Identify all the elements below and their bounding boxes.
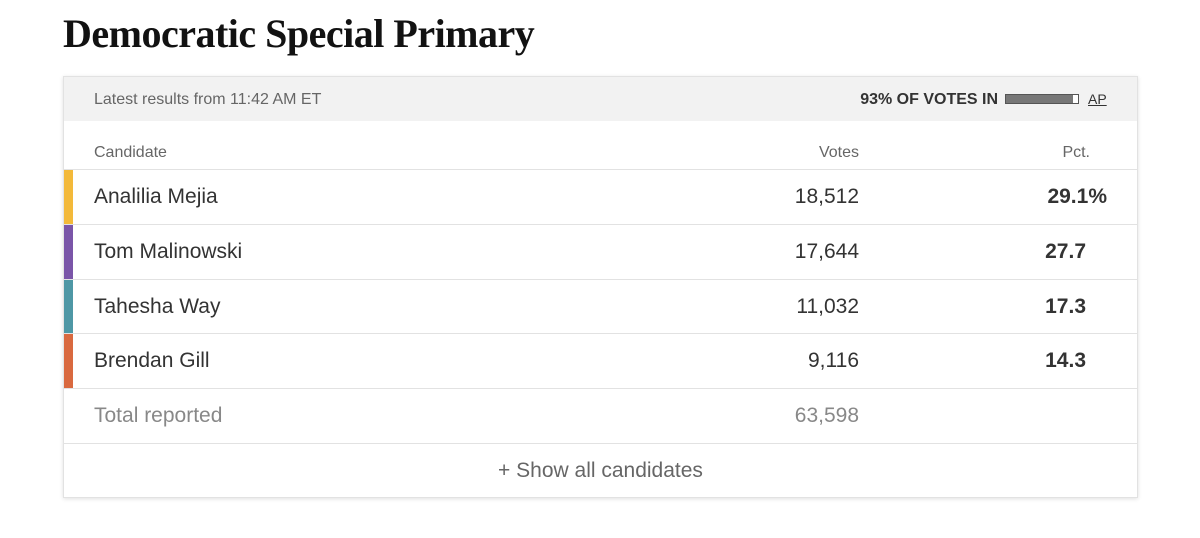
updated: Latest results from 11:42 AM ET (94, 91, 322, 108)
candidate-row: Brendan Gill 9,116 14.3 (64, 333, 1137, 389)
show-all[interactable]: + Show all candidates (64, 443, 1137, 498)
candidate-name: Tahesha Way (94, 294, 221, 318)
votes: 11,032 (796, 294, 859, 318)
title: Democratic Special Primary (63, 11, 535, 56)
pct: 14.3 (1045, 349, 1086, 373)
col-header: Candidate (94, 144, 167, 161)
status-bar (64, 77, 1137, 121)
candidate-name: Tom Malinowski (94, 239, 243, 263)
votes: 9,116 (808, 349, 859, 373)
party-stripe (64, 334, 73, 389)
col-header: Pct. (1062, 144, 1090, 161)
votes: 17,644 (794, 239, 859, 263)
party-stripe (64, 224, 73, 279)
total-label: Total reported (94, 404, 223, 427)
party-stripe (64, 279, 73, 334)
show-all-label[interactable]: + Show all candidates (498, 459, 703, 482)
reporting-fill (1006, 95, 1073, 103)
pct: 29.1% (1047, 185, 1107, 208)
party-stripe (64, 170, 73, 224)
votes: 18,512 (794, 185, 859, 208)
candidate-row: Tom Malinowski 17,644 27.7 (64, 223, 1137, 279)
candidate-name: Analilia Mejia (94, 185, 218, 208)
total-row: Total reported 63,598 (64, 388, 1137, 443)
candidate-row: Analilia Mejia 18,512 29.1% (64, 169, 1137, 224)
candidate-row: Tahesha Way 11,032 17.3 (64, 278, 1137, 334)
candidate-name: Brendan Gill (94, 349, 210, 373)
col-header: Votes (818, 144, 859, 161)
results-box (63, 76, 1138, 498)
source[interactable]: AP (1088, 91, 1107, 107)
reporting-bar (1005, 94, 1079, 104)
pct: 17.3 (1045, 294, 1086, 318)
reporting: 93% OF VOTES IN (860, 91, 998, 108)
pct: 27.7 (1045, 239, 1086, 263)
total-votes: 63,598 (794, 404, 859, 427)
